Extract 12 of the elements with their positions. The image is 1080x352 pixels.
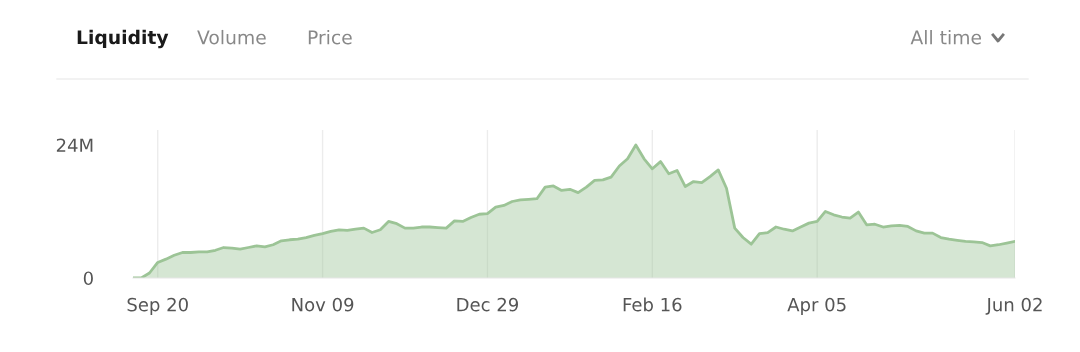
x-tick-label: Apr 05	[787, 297, 846, 315]
text: All time	[910, 29, 982, 45]
x-tick-label: Feb 16	[623, 297, 682, 312]
text: Liquidity	[77, 29, 169, 49]
x-tick-label: Dec 29	[457, 297, 519, 312]
text: Price	[308, 29, 352, 45]
x-tick-label: Jun 02	[985, 297, 1042, 315]
x-tick-label: Nov 09	[292, 297, 354, 312]
y-tick-label: 24M	[56, 138, 93, 152]
x-tick-label: Sep 20	[127, 297, 188, 315]
text: Volume	[197, 29, 266, 45]
y-tick-label: 0	[83, 271, 93, 286]
